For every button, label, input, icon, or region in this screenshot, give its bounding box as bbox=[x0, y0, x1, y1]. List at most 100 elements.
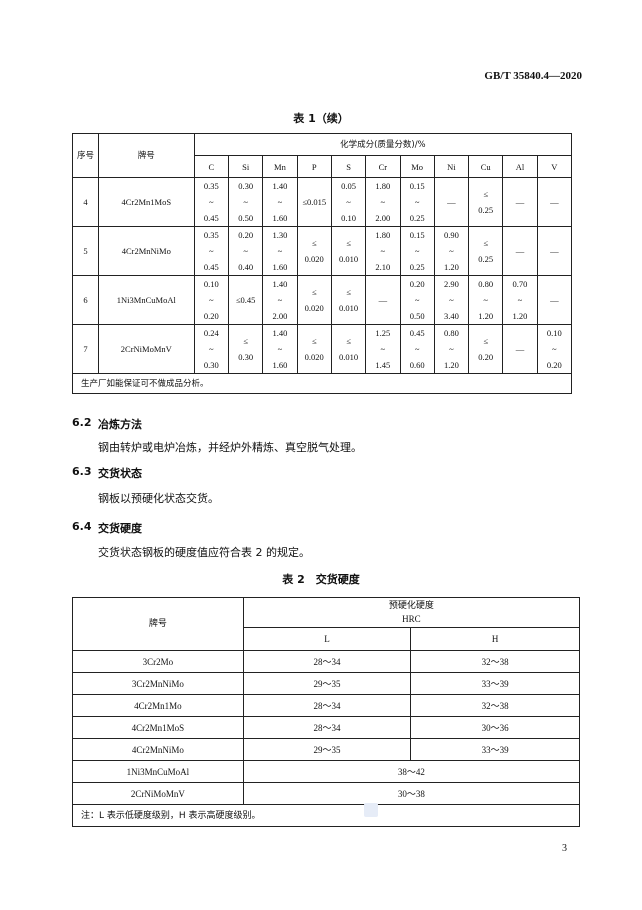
cell-line: 1.60 bbox=[272, 360, 288, 370]
composition-cell: 1.40 ~1.60 bbox=[262, 324, 298, 374]
composition-cell: 1.40 ~1.60 bbox=[262, 177, 298, 227]
cell-line: — bbox=[378, 295, 388, 305]
cell-line: 0.70 bbox=[512, 279, 528, 289]
cell-line: 1.30 bbox=[272, 230, 288, 240]
cell-line: 0.15 bbox=[409, 230, 425, 240]
table-row: 6 1Ni3MnCuMoAl 0.10 ~0.20 ≤0.45 1.40 ~2.00 ≤0.0… bbox=[72, 275, 573, 325]
table2-note: 注：L 表示低硬度级别，H 表示高硬度级别。 bbox=[72, 804, 580, 827]
composition-cell: ≤0.010 bbox=[330, 275, 367, 325]
hardness-L: 29～35 bbox=[242, 672, 412, 695]
cell-line: 0.80 bbox=[443, 328, 459, 338]
cell-line: 0.20 bbox=[546, 360, 562, 370]
cell-line: 1.80 bbox=[375, 230, 391, 240]
cell-line: ~ bbox=[209, 197, 214, 207]
row-grade: 1Ni3MnCuMoAl bbox=[72, 760, 244, 783]
cell-line: 2.10 bbox=[375, 262, 391, 272]
cell-line: ~ bbox=[517, 295, 523, 305]
composition-cell: 0.30 ~0.50 bbox=[227, 177, 264, 227]
cell-line: 0.30 bbox=[203, 360, 219, 370]
cell-line: ~ bbox=[209, 295, 214, 305]
composition-cell: 1.40 ~2.00 bbox=[262, 275, 298, 325]
composition-cell: 0.35 ~0.45 bbox=[193, 226, 229, 276]
hardness-group-header: 预硬化硬度 bbox=[388, 600, 434, 611]
cell-line: 0.20 bbox=[478, 352, 494, 362]
cell-line: 0.24 bbox=[203, 328, 219, 338]
composition-cell: ≤0.010 bbox=[330, 324, 367, 374]
hardness-H: 30～36 bbox=[410, 716, 580, 739]
composition-cell: ≤0.25 bbox=[468, 177, 504, 227]
table-row: 3Cr2Mo 28～34 32～38 bbox=[72, 650, 580, 673]
table1-caption: 表 1（续） bbox=[293, 112, 349, 125]
section-body: 交货状态钢板的硬度值应符合表 2 的规定。 bbox=[98, 546, 310, 559]
hardness-merged: 30～38 bbox=[242, 782, 581, 805]
cell-line: 0.010 bbox=[339, 254, 359, 264]
row-grade: 3Cr2Mo bbox=[72, 650, 244, 673]
cell-line: ≤ bbox=[243, 336, 248, 346]
cell-line: ≤ bbox=[311, 287, 317, 297]
hardness-H: 33～39 bbox=[410, 738, 580, 761]
section-body: 钢板以预硬化状态交货。 bbox=[98, 492, 219, 505]
element-header: Ni bbox=[433, 155, 470, 178]
row-seq: 6 bbox=[72, 275, 99, 325]
cell-line: 1.60 bbox=[272, 213, 288, 223]
composition-cell: 0.70 ~1.20 bbox=[502, 275, 538, 325]
table-row: 4Cr2Mn1Mo 28～34 32～38 bbox=[72, 694, 580, 717]
cell-line: 0.50 bbox=[238, 213, 254, 223]
cell-line: — bbox=[515, 246, 525, 256]
row-grade: 4Cr2Mn1Mo bbox=[72, 694, 244, 717]
composition-cell: — bbox=[536, 226, 573, 276]
table-row: 2CrNiMoMnV 30～38 bbox=[72, 782, 581, 805]
cell-line: ~ bbox=[346, 197, 351, 207]
element-header: Si bbox=[227, 155, 264, 178]
cell-line: 0.25 bbox=[478, 205, 494, 215]
element-header: V bbox=[536, 155, 573, 178]
row-grade: 4Cr2MnNiMo bbox=[97, 226, 195, 276]
cell-line: — bbox=[550, 295, 559, 305]
composition-cell: — bbox=[433, 177, 470, 227]
composition-cell: ≤0.015 bbox=[296, 177, 332, 227]
element-header: Mo bbox=[399, 155, 435, 178]
cell-line: — bbox=[515, 197, 525, 207]
page-number: 3 bbox=[562, 843, 567, 854]
cell-line: 0.35 bbox=[203, 230, 219, 240]
cell-line: 1.20 bbox=[512, 311, 528, 321]
cell-line: 2.90 bbox=[443, 279, 459, 289]
cell-line: ~ bbox=[277, 295, 283, 305]
row-grade: 4Cr2MnNiMo bbox=[72, 738, 244, 761]
cell-line: — bbox=[515, 344, 525, 354]
hardness-L: 29～35 bbox=[242, 738, 412, 761]
table-row: 4Cr2Mn1MoS 28～34 30～36 bbox=[72, 716, 580, 739]
cell-line: ≤ bbox=[346, 287, 351, 297]
cell-line: 0.25 bbox=[409, 213, 425, 223]
composition-cell: ≤0.45 bbox=[227, 275, 264, 325]
composition-cell: 0.80 ~1.20 bbox=[433, 324, 470, 374]
cell-line: — bbox=[447, 197, 456, 207]
cell-line: 1.45 bbox=[375, 360, 391, 370]
composition-cell: — bbox=[502, 226, 538, 276]
cell-line: 1.20 bbox=[443, 360, 459, 370]
element-header: Al bbox=[502, 155, 538, 178]
cell-line: 0.25 bbox=[478, 254, 494, 264]
table-row: 3Cr2MnNiMo 29～35 33～39 bbox=[72, 672, 580, 695]
cell-line: 0.020 bbox=[304, 303, 324, 313]
cell-line: 1.20 bbox=[443, 262, 459, 272]
cell-line: 0.80 bbox=[478, 279, 494, 289]
cell-line: ~ bbox=[414, 344, 420, 354]
table-row: 4 4Cr2Mn1MoS 0.35 ~0.45 0.30 ~0.50 1.40 ~1.60 ≤0… bbox=[72, 177, 573, 227]
element-header: Cr bbox=[365, 155, 401, 178]
document-id: GB/T 35840.4—2020 bbox=[484, 70, 582, 82]
section-number: 6.4 bbox=[72, 520, 92, 533]
cell-line: 1.20 bbox=[478, 311, 494, 321]
cell-line: ~ bbox=[414, 197, 420, 207]
cell-line: 2.00 bbox=[272, 311, 288, 321]
composition-cell: ≤0.020 bbox=[296, 275, 332, 325]
composition-cell: ≤0.020 bbox=[296, 324, 332, 374]
composition-group-header: 化学成分(质量分数)/% bbox=[193, 133, 573, 156]
cell-line: 0.30 bbox=[238, 181, 254, 191]
cell-line: 0.50 bbox=[409, 311, 425, 321]
cell-line: ~ bbox=[243, 246, 248, 256]
cell-line: 1.40 bbox=[272, 181, 288, 191]
cell-line: 0.45 bbox=[203, 213, 219, 223]
cell-line: ~ bbox=[483, 295, 488, 305]
table2-caption: 表 2 交货硬度 bbox=[282, 573, 360, 586]
